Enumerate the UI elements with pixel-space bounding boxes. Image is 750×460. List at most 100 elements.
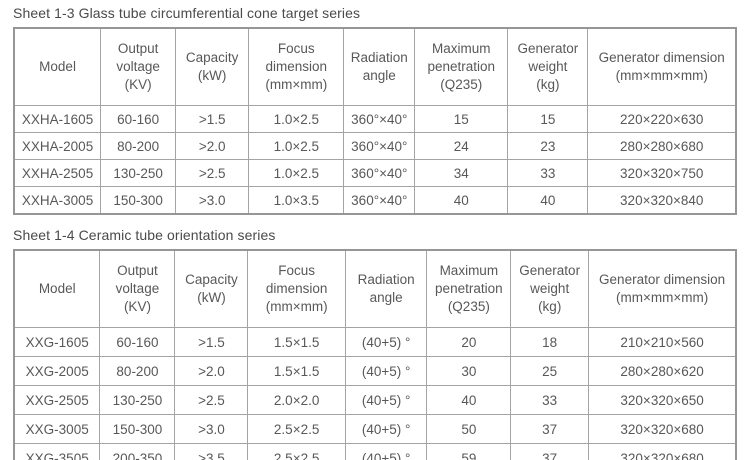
column-header-maximum-penetration: Maximum penetration (Q235)	[414, 27, 509, 106]
cell-output-voltage: 150-300	[100, 186, 177, 215]
cell-capacity: >2.0	[175, 132, 250, 160]
cell-generator-dimension: 220×220×630	[587, 105, 737, 133]
cell-maximum-penetration: 15	[414, 105, 509, 133]
cell-generator-dimension: 320×320×750	[587, 159, 737, 187]
table-row: XXHA-1605 60-160 >1.5 1.0×2.5 360°×40° 1…	[13, 105, 737, 133]
cell-generator-weight: 18	[510, 327, 590, 357]
cell-model: XXG-2505	[13, 385, 101, 415]
cell-radiation-angle: 360°×40°	[343, 159, 416, 187]
cell-focus-dimension: 1.5×1.5	[247, 356, 346, 386]
ceramic-tube-series-table: Model Output voltage (KV) Capacity (kW) …	[13, 249, 737, 460]
table-row: XXHA-2505 130-250 >2.5 1.0×2.5 360°×40° …	[13, 159, 737, 187]
table-row: XXHA-3005 150-300 >3.0 1.0×3.5 360°×40° …	[13, 186, 737, 215]
cell-generator-dimension: 320×320×680	[588, 443, 737, 460]
cell-model: XXG-2005	[13, 356, 101, 386]
cell-generator-dimension: 210×210×560	[588, 327, 737, 357]
column-header-focus-dimension: Focus dimension (mm×mm)	[247, 249, 346, 328]
cell-output-voltage: 80-200	[100, 132, 177, 160]
cell-radiation-angle: 360°×40°	[343, 186, 416, 215]
table-row: XXG-3005 150-300 >3.0 2.5×2.5 (40+5) ° 5…	[13, 414, 737, 444]
cell-maximum-penetration: 59	[426, 443, 512, 460]
cell-generator-weight: 33	[510, 385, 590, 415]
cell-capacity: >2.0	[174, 356, 249, 386]
cell-radiation-angle: 360°×40°	[343, 132, 416, 160]
cell-radiation-angle: (40+5) °	[344, 443, 428, 460]
cell-output-voltage: 200-350	[99, 443, 176, 460]
cell-model: XXG-3005	[13, 414, 101, 444]
cell-focus-dimension: 1.0×2.5	[248, 159, 345, 187]
cell-capacity: >3.0	[175, 186, 250, 215]
cell-generator-weight: 25	[510, 356, 590, 386]
column-header-generator-dimension: Generator dimension (mm×mm×mm)	[588, 249, 737, 328]
cell-generator-dimension: 280×280×620	[588, 356, 737, 386]
header-row: Model Output voltage (KV) Capacity (kW) …	[13, 249, 737, 328]
column-header-focus-dimension: Focus dimension (mm×mm)	[248, 27, 345, 106]
cell-radiation-angle: (40+5) °	[344, 385, 428, 415]
column-header-generator-dimension: Generator dimension (mm×mm×mm)	[587, 27, 737, 106]
cell-generator-weight: 23	[507, 132, 589, 160]
cell-capacity: >1.5	[174, 327, 249, 357]
glass-tube-section: Sheet 1-3 Glass tube circumferential con…	[13, 5, 737, 215]
cell-capacity: >3.5	[174, 443, 249, 460]
cell-generator-weight: 37	[510, 443, 590, 460]
cell-maximum-penetration: 24	[414, 132, 509, 160]
ceramic-tube-table-body: XXG-1605 60-160 >1.5 1.5×1.5 (40+5) ° 20…	[13, 327, 737, 460]
glass-tube-table-body: XXHA-1605 60-160 >1.5 1.0×2.5 360°×40° 1…	[13, 105, 737, 215]
cell-maximum-penetration: 40	[426, 385, 512, 415]
cell-capacity: >1.5	[175, 105, 250, 133]
cell-focus-dimension: 2.5×2.5	[247, 414, 346, 444]
cell-output-voltage: 130-250	[100, 159, 177, 187]
cell-maximum-penetration: 30	[426, 356, 512, 386]
column-header-output-voltage: Output voltage (KV)	[99, 249, 176, 328]
cell-generator-weight: 33	[507, 159, 589, 187]
cell-capacity: >3.0	[174, 414, 249, 444]
cell-focus-dimension: 1.0×2.5	[248, 105, 345, 133]
cell-output-voltage: 60-160	[100, 105, 177, 133]
table-row: XXG-3505 200-350 >3.5 2.5×2.5 (40+5) ° 5…	[13, 443, 737, 460]
cell-output-voltage: 150-300	[99, 414, 176, 444]
column-header-capacity: Capacity (kW)	[174, 249, 249, 328]
cell-output-voltage: 60-160	[99, 327, 176, 357]
cell-maximum-penetration: 20	[426, 327, 512, 357]
cell-maximum-penetration: 40	[414, 186, 509, 215]
cell-model: XXHA-2505	[13, 159, 102, 187]
cell-radiation-angle: (40+5) °	[344, 356, 428, 386]
table-row: XXHA-2005 80-200 >2.0 1.0×2.5 360°×40° 2…	[13, 132, 737, 160]
column-header-maximum-penetration: Maximum penetration (Q235)	[426, 249, 512, 328]
cell-capacity: >2.5	[175, 159, 250, 187]
sheet-1-4-title: Sheet 1-4 Ceramic tube orientation serie…	[13, 227, 276, 243]
cell-maximum-penetration: 34	[414, 159, 509, 187]
cell-output-voltage: 80-200	[99, 356, 176, 386]
column-header-capacity: Capacity (kW)	[175, 27, 250, 106]
cell-focus-dimension: 2.5×2.5	[247, 443, 346, 460]
column-header-generator-weight: Generator weight (kg)	[510, 249, 590, 328]
glass-tube-series-table: Model Output voltage (KV) Capacity (kW) …	[13, 27, 737, 215]
cell-generator-dimension: 320×320×650	[588, 385, 737, 415]
cell-generator-dimension: 320×320×680	[588, 414, 737, 444]
glass-tube-table-header: Model Output voltage (KV) Capacity (kW) …	[13, 27, 737, 106]
column-header-radiation-angle: Radiation angle	[343, 27, 416, 106]
cell-model: XXHA-2005	[13, 132, 102, 160]
cell-generator-weight: 15	[507, 105, 589, 133]
cell-model: XXHA-3005	[13, 186, 102, 215]
cell-model: XXG-3505	[13, 443, 101, 460]
cell-generator-dimension: 320×320×840	[587, 186, 737, 215]
ceramic-tube-section: Sheet 1-4 Ceramic tube orientation serie…	[13, 227, 737, 460]
cell-radiation-angle: (40+5) °	[344, 414, 428, 444]
table-row: XXG-2005 80-200 >2.0 1.5×1.5 (40+5) ° 30…	[13, 356, 737, 386]
table-row: XXG-1605 60-160 >1.5 1.5×1.5 (40+5) ° 20…	[13, 327, 737, 357]
cell-maximum-penetration: 50	[426, 414, 512, 444]
cell-focus-dimension: 1.0×2.5	[248, 132, 345, 160]
cell-generator-dimension: 280×280×680	[587, 132, 737, 160]
table-row: XXG-2505 130-250 >2.5 2.0×2.0 (40+5) ° 4…	[13, 385, 737, 415]
sheet-1-3-title: Sheet 1-3 Glass tube circumferential con…	[13, 5, 361, 21]
column-header-model: Model	[13, 249, 101, 328]
column-header-output-voltage: Output voltage (KV)	[100, 27, 177, 106]
cell-generator-weight: 37	[510, 414, 590, 444]
cell-output-voltage: 130-250	[99, 385, 176, 415]
cell-focus-dimension: 2.0×2.0	[247, 385, 346, 415]
column-header-generator-weight: Generator weight (kg)	[507, 27, 589, 106]
cell-focus-dimension: 1.0×3.5	[248, 186, 345, 215]
column-header-model: Model	[13, 27, 102, 106]
